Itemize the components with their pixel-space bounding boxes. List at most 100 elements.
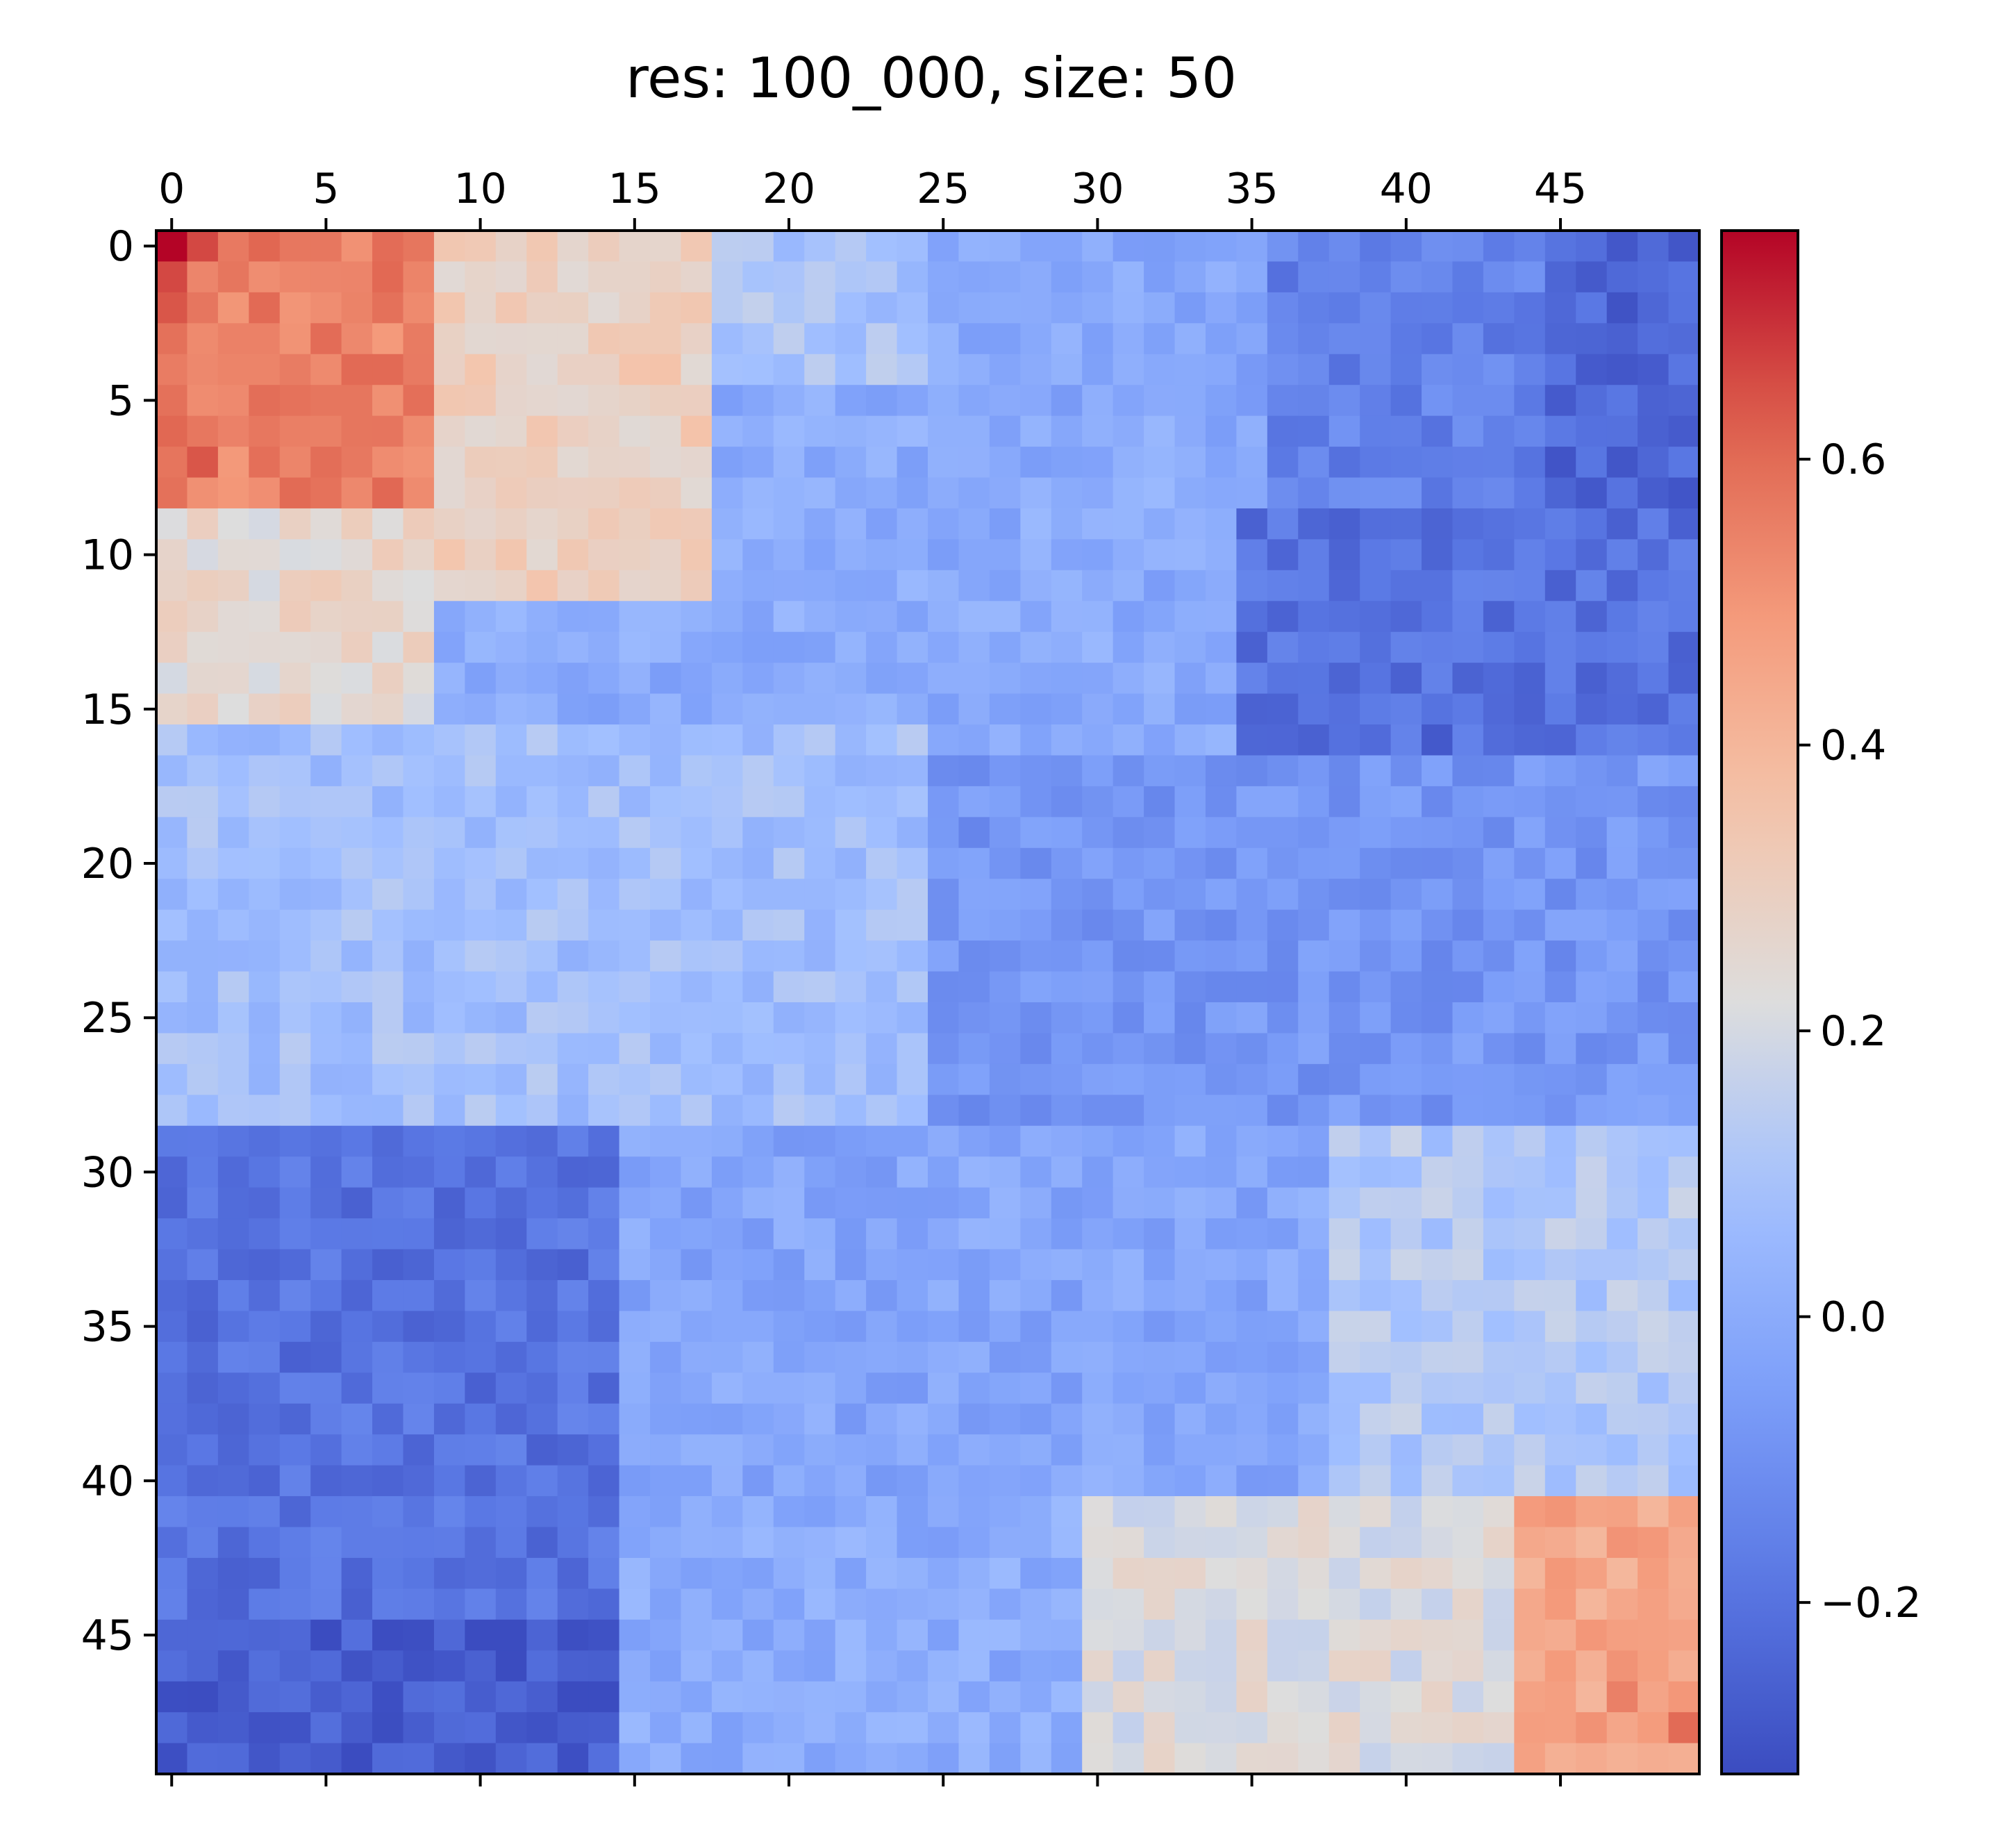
heatmap-cell bbox=[465, 909, 497, 941]
heatmap-cell bbox=[1576, 663, 1608, 695]
heatmap-cell bbox=[928, 817, 960, 849]
heatmap-cell bbox=[341, 724, 373, 756]
heatmap-cell bbox=[711, 570, 743, 602]
heatmap-cell bbox=[681, 817, 713, 849]
heatmap-cell bbox=[1606, 1372, 1638, 1404]
heatmap-cell bbox=[187, 1465, 219, 1497]
heatmap-cell bbox=[187, 1681, 219, 1713]
heatmap-cell bbox=[1606, 508, 1638, 540]
heatmap-cell bbox=[1638, 570, 1669, 602]
heatmap-cell bbox=[650, 323, 682, 355]
heatmap-cell bbox=[928, 755, 960, 787]
heatmap-cell bbox=[1544, 724, 1576, 756]
heatmap-cell bbox=[433, 909, 465, 941]
heatmap-cell bbox=[433, 1496, 465, 1528]
heatmap-cell bbox=[1576, 755, 1608, 787]
heatmap-cell bbox=[619, 1403, 651, 1435]
heatmap-cell bbox=[217, 817, 249, 849]
heatmap-cell bbox=[1328, 817, 1360, 849]
heatmap-cell bbox=[681, 1712, 713, 1744]
heatmap-cell bbox=[557, 724, 589, 756]
heatmap-cell bbox=[1452, 1095, 1484, 1127]
heatmap-cell bbox=[989, 1619, 1021, 1651]
heatmap-cell bbox=[897, 477, 928, 509]
heatmap-cell bbox=[1267, 1341, 1299, 1373]
heatmap-cell bbox=[742, 1589, 774, 1620]
heatmap-cell bbox=[310, 508, 342, 540]
heatmap-cell bbox=[1113, 261, 1144, 293]
heatmap-cell bbox=[1236, 1589, 1268, 1620]
heatmap-cell bbox=[1668, 1527, 1700, 1559]
heatmap-cell bbox=[650, 1002, 682, 1034]
heatmap-cell bbox=[1452, 601, 1484, 633]
heatmap-cell bbox=[897, 1063, 928, 1095]
heatmap-cell bbox=[928, 724, 960, 756]
heatmap-cell bbox=[249, 1527, 281, 1559]
heatmap-cell bbox=[1638, 786, 1669, 818]
heatmap-cell bbox=[773, 879, 805, 911]
heatmap-cell bbox=[279, 1527, 311, 1559]
heatmap-cell bbox=[526, 415, 558, 447]
heatmap-cell bbox=[1236, 231, 1268, 263]
heatmap-cell bbox=[1236, 1125, 1268, 1157]
heatmap-cell bbox=[341, 477, 373, 509]
heatmap-cell bbox=[1514, 539, 1546, 571]
heatmap-cell bbox=[1328, 415, 1360, 447]
heatmap-cell bbox=[1390, 724, 1422, 756]
heatmap-cell bbox=[1544, 323, 1576, 355]
heatmap-cell bbox=[835, 1249, 867, 1281]
heatmap-cell bbox=[1144, 323, 1176, 355]
heatmap-cell bbox=[310, 1650, 342, 1682]
heatmap-cell bbox=[1144, 447, 1176, 479]
heatmap-cell bbox=[773, 1650, 805, 1682]
heatmap-cell bbox=[866, 1465, 898, 1497]
heatmap-cell bbox=[989, 879, 1021, 911]
heatmap-cell bbox=[1298, 601, 1330, 633]
heatmap-cell bbox=[897, 292, 928, 324]
heatmap-cell bbox=[433, 940, 465, 972]
heatmap-cell bbox=[156, 1341, 188, 1373]
heatmap-cell bbox=[1082, 508, 1114, 540]
heatmap-cell bbox=[681, 385, 713, 417]
heatmap-cell bbox=[711, 817, 743, 849]
heatmap-cell bbox=[1422, 909, 1453, 941]
heatmap-cell bbox=[1422, 292, 1453, 324]
heatmap-cell bbox=[1360, 447, 1392, 479]
heatmap-cell bbox=[341, 323, 373, 355]
heatmap-cell bbox=[1205, 1033, 1237, 1065]
heatmap-cell bbox=[526, 724, 558, 756]
heatmap-cell bbox=[1576, 447, 1608, 479]
y-tick-label: 10 bbox=[81, 531, 134, 580]
heatmap-cell bbox=[403, 1557, 435, 1589]
heatmap-cell bbox=[1422, 1527, 1453, 1559]
heatmap-cell bbox=[866, 1619, 898, 1651]
heatmap-cell bbox=[619, 508, 651, 540]
heatmap-cell bbox=[465, 601, 497, 633]
heatmap-cell bbox=[310, 786, 342, 818]
heatmap-cell bbox=[1144, 1403, 1176, 1435]
heatmap-cell bbox=[1544, 354, 1576, 385]
heatmap-cell bbox=[1576, 631, 1608, 663]
heatmap-cell bbox=[1174, 724, 1206, 756]
heatmap-cell bbox=[1360, 601, 1392, 633]
heatmap-cell bbox=[897, 539, 928, 571]
heatmap-cell bbox=[711, 1589, 743, 1620]
y-tick-label: 40 bbox=[81, 1457, 134, 1506]
heatmap-cell bbox=[804, 909, 836, 941]
heatmap-cell bbox=[1452, 539, 1484, 571]
heatmap-cell bbox=[1328, 755, 1360, 787]
heatmap-cell bbox=[433, 631, 465, 663]
heatmap-cell bbox=[1328, 477, 1360, 509]
heatmap-cell bbox=[681, 1681, 713, 1713]
heatmap-cell bbox=[1483, 693, 1515, 725]
heatmap-cell bbox=[588, 323, 620, 355]
heatmap-cell bbox=[1328, 323, 1360, 355]
heatmap-cell bbox=[711, 447, 743, 479]
heatmap-cell bbox=[742, 1187, 774, 1219]
heatmap-cell bbox=[1360, 1002, 1392, 1034]
heatmap-cell bbox=[1638, 940, 1669, 972]
heatmap-cell bbox=[156, 601, 188, 633]
heatmap-cell bbox=[1360, 570, 1392, 602]
heatmap-cell bbox=[711, 539, 743, 571]
heatmap-cell bbox=[1668, 292, 1700, 324]
